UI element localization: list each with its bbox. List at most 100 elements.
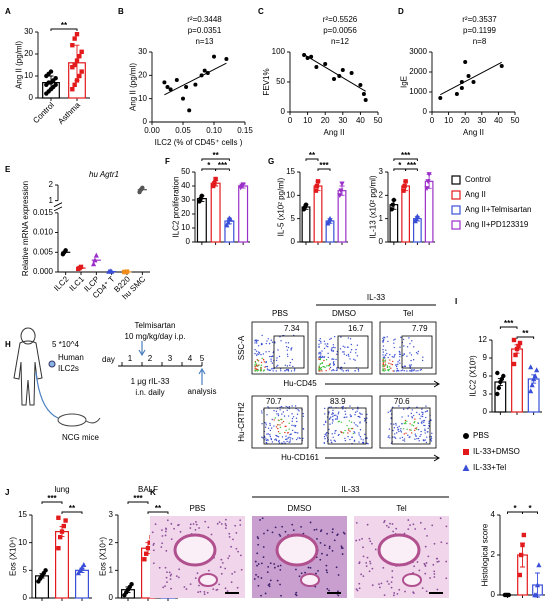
cell-dot xyxy=(363,417,366,420)
cell-dot xyxy=(349,358,351,360)
cell-dot xyxy=(329,338,331,341)
y-axis-label: ILC2 (X10³) xyxy=(468,355,477,397)
tissue-dot xyxy=(326,554,329,556)
cell-dot xyxy=(285,345,288,348)
cell-dot xyxy=(392,370,394,372)
tissue-dot xyxy=(224,567,227,570)
y-tick-label: 2 xyxy=(49,180,54,189)
data-point xyxy=(210,183,216,189)
cell-dot xyxy=(430,440,433,442)
data-point xyxy=(363,98,368,102)
cell-dot xyxy=(333,335,336,338)
cell-dot xyxy=(289,361,292,364)
data-point xyxy=(533,592,539,598)
y-axis-label: ILC2 proliferation xyxy=(171,177,180,238)
cell-dot xyxy=(335,358,337,361)
cell-dot xyxy=(296,413,299,415)
data-point xyxy=(391,197,397,203)
cell-dot xyxy=(260,364,263,367)
data-point xyxy=(414,213,420,219)
cell-dot xyxy=(428,420,430,422)
tissue-dot xyxy=(233,571,236,573)
y-axis-label: Eos (X10⁴) xyxy=(8,537,17,576)
cell-dot xyxy=(290,433,292,435)
y-tick-label: 9 xyxy=(483,353,488,362)
cell-dot xyxy=(290,349,292,351)
tissue-dot xyxy=(161,542,164,545)
data-point xyxy=(403,179,408,184)
tissue-dot xyxy=(160,546,163,548)
cell-dot xyxy=(389,359,391,361)
cell-dot xyxy=(328,428,330,431)
cell-dot xyxy=(280,370,282,372)
tissue-dot xyxy=(409,524,411,527)
tissue-dot xyxy=(369,540,372,543)
cell-dot xyxy=(295,417,298,419)
panel-label: K xyxy=(150,488,156,497)
tissue-dot xyxy=(315,572,317,575)
cell-dot xyxy=(291,413,293,415)
cell-dot xyxy=(330,348,333,350)
cell-dot xyxy=(266,414,268,416)
tissue-dot xyxy=(439,517,442,520)
tissue-dot xyxy=(383,520,386,522)
cell-dot xyxy=(389,353,391,356)
tissue-dot xyxy=(358,561,361,564)
stat-annotation: p=0.0056 xyxy=(323,26,357,35)
cell-dot xyxy=(409,365,411,368)
tissue-dot xyxy=(432,563,435,566)
cell-dot xyxy=(274,417,277,419)
data-point xyxy=(53,82,58,88)
cell-dot xyxy=(393,346,395,349)
cell-dot xyxy=(388,366,391,368)
cell-dot xyxy=(263,361,266,363)
tissue-dot xyxy=(366,523,369,526)
tissue-dot xyxy=(194,529,197,531)
data-point xyxy=(77,567,83,573)
cell-dot xyxy=(412,414,415,417)
tissue-dot xyxy=(368,570,371,573)
tissue-dot xyxy=(437,560,440,563)
tissue-dot xyxy=(165,576,168,579)
cell-dot xyxy=(390,417,392,419)
tissue-dot xyxy=(393,594,395,597)
cell-dot xyxy=(359,422,361,424)
data-point xyxy=(144,551,149,556)
cell-dot xyxy=(390,423,392,425)
tissue-dot xyxy=(170,573,173,576)
cell-dot xyxy=(358,441,360,443)
endpoint-label: analysis xyxy=(188,387,217,396)
bar xyxy=(54,530,69,599)
cell-dot xyxy=(350,427,353,430)
bar xyxy=(424,180,434,243)
cell-dot xyxy=(343,362,346,364)
cell-dot xyxy=(387,356,389,359)
cell-dot xyxy=(261,334,263,337)
cell-dot xyxy=(350,415,352,418)
tissue-dot xyxy=(355,521,358,524)
cell-dot xyxy=(350,421,353,423)
cell-dot xyxy=(342,432,345,434)
x-tick-label: 0.05 xyxy=(175,126,191,135)
tissue-dot xyxy=(194,577,197,580)
legend-label: Control xyxy=(465,175,491,184)
vessel xyxy=(300,573,320,587)
cell-dot xyxy=(271,355,274,357)
cell-dot xyxy=(329,423,331,425)
cell-dot xyxy=(344,410,346,413)
data-point xyxy=(389,207,394,212)
tissue-dot xyxy=(424,572,427,575)
data-point xyxy=(511,361,517,367)
stat-annotation: n=13 xyxy=(195,37,214,46)
cell-dot xyxy=(343,351,345,353)
tissue-dot xyxy=(423,563,426,566)
cell-dot xyxy=(285,342,287,344)
cell-dot xyxy=(325,435,327,437)
cell-dot xyxy=(421,411,423,413)
tissue-dot xyxy=(358,582,361,585)
tissue-dot xyxy=(391,523,394,525)
cell-dot xyxy=(261,412,263,414)
stat-bracket xyxy=(201,158,230,161)
group-label: Tel xyxy=(396,504,406,513)
tissue-dot xyxy=(421,587,424,590)
